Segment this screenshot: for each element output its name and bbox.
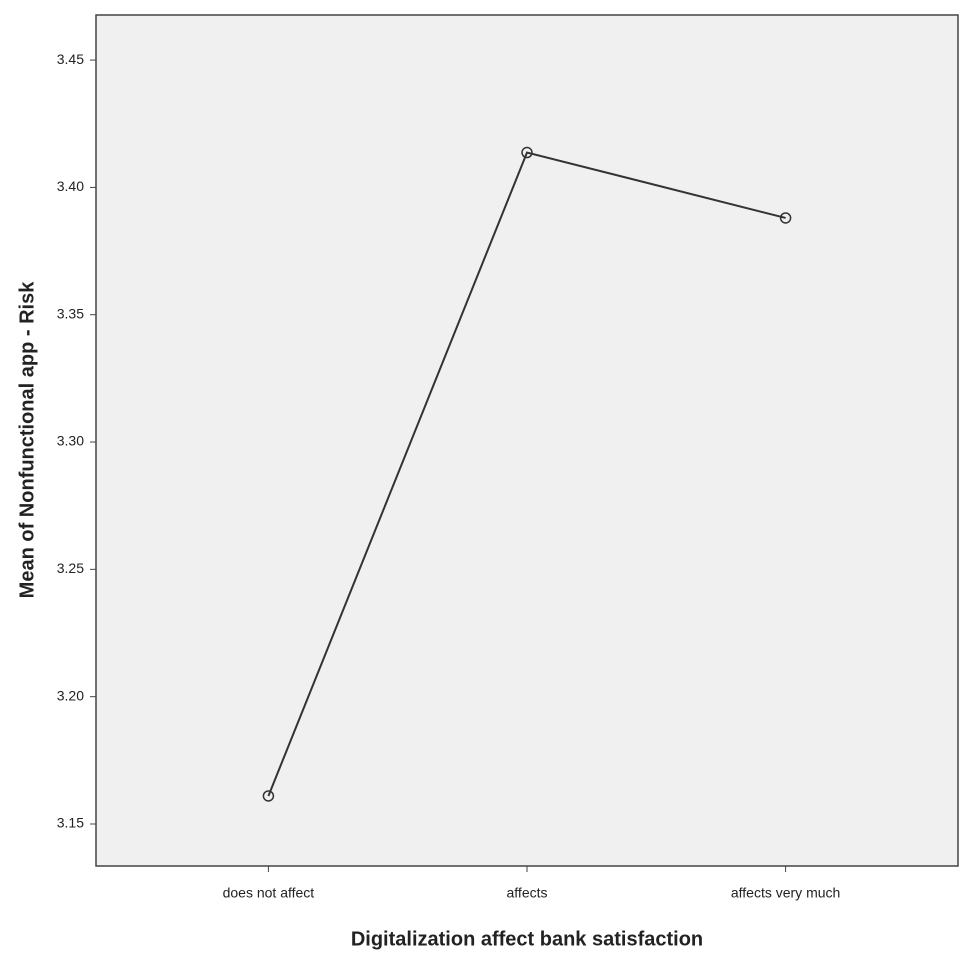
x-axis-title: Digitalization affect bank satisfaction [351,928,703,950]
y-tick-label: 3.45 [57,51,84,67]
x-tick-label: affects [507,885,548,901]
x-tick-label: does not affect [223,885,315,901]
point-marker [779,212,792,224]
y-tick-label: 3.35 [57,305,84,321]
y-tick-label: 3.20 [57,687,84,703]
point-marker [521,146,533,159]
y-axis-title: Mean of Nonfunctional app - Risk [16,281,38,599]
series-line [267,151,786,797]
y-tick-label: 3.15 [57,815,84,831]
y-tick-label: 3.25 [57,560,84,576]
y-tick-label: 3.30 [57,433,84,449]
point-marker [262,790,275,802]
plot-area [95,14,959,867]
y-tick-label: 3.40 [57,178,84,194]
x-tick-label: affects very much [731,885,840,901]
